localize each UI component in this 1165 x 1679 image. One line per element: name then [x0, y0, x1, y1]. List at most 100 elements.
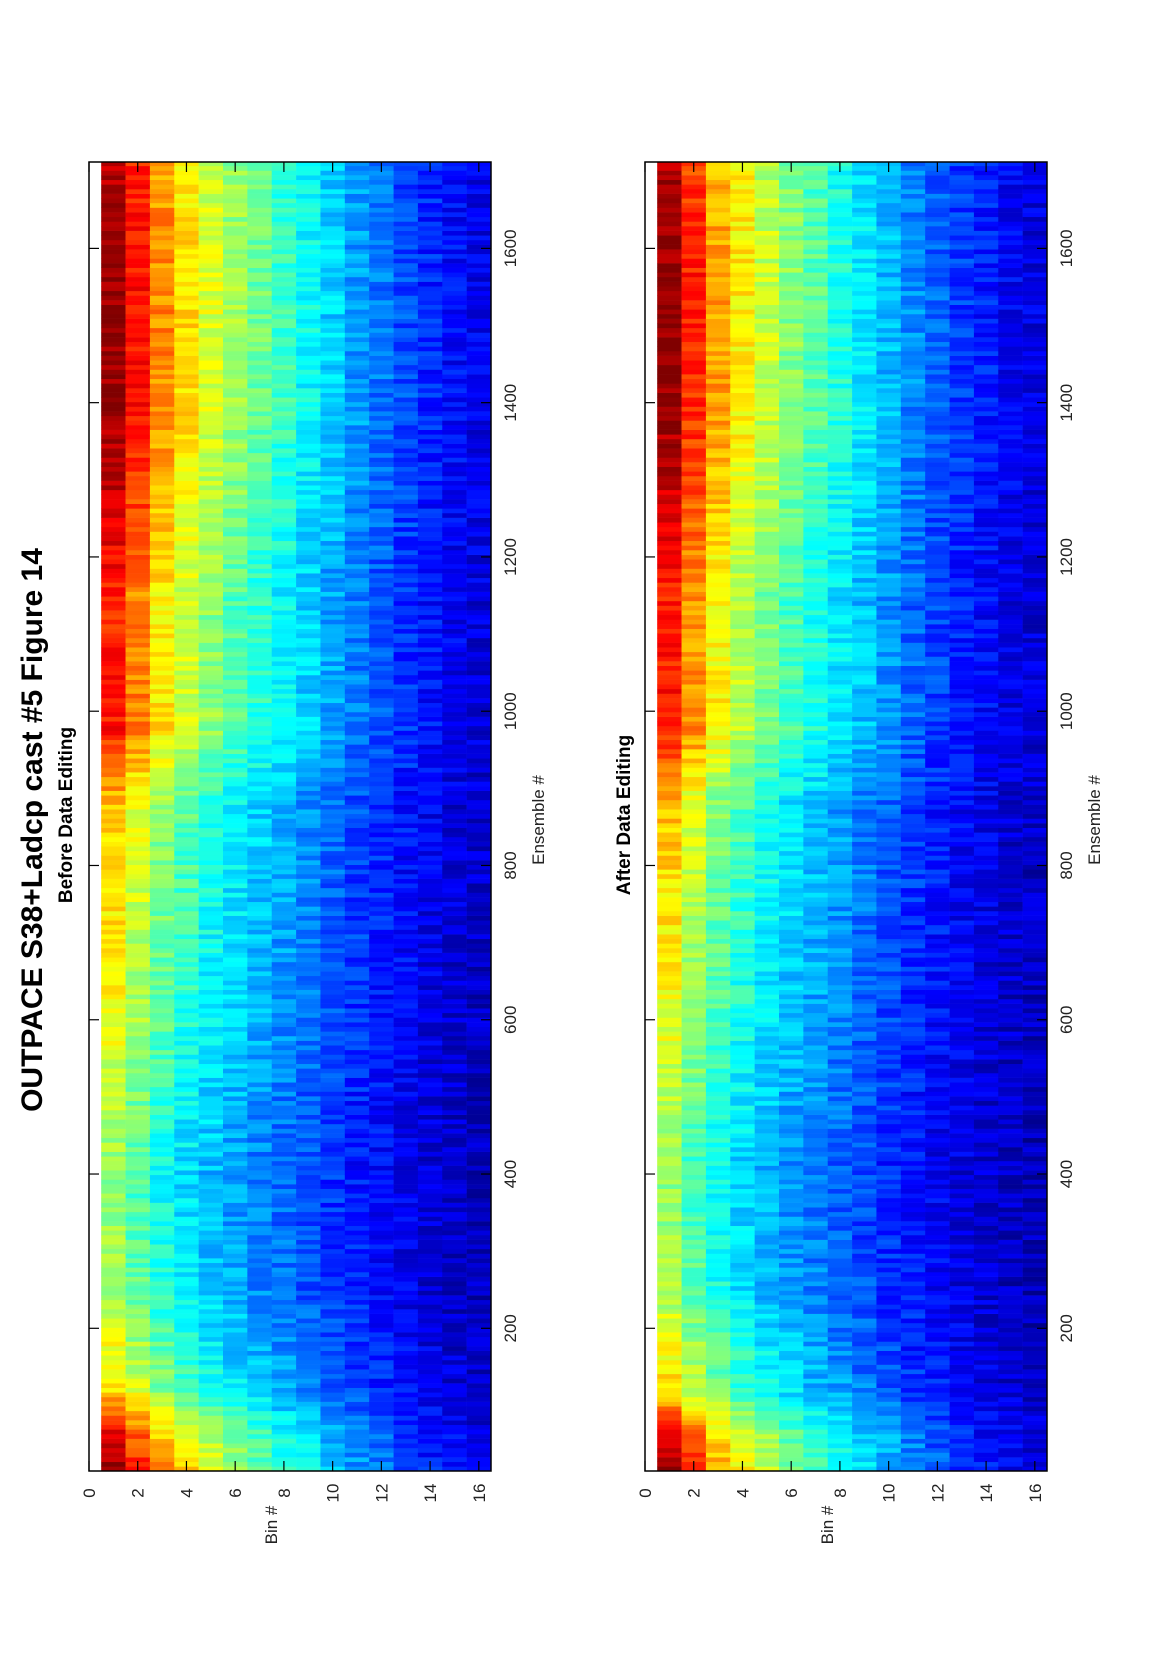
heatmap-cell [442, 1100, 467, 1106]
heatmap-cell [125, 1346, 151, 1351]
heatmap-cell [247, 582, 273, 588]
heatmap-cell [198, 341, 224, 347]
heatmap-cell [320, 772, 346, 778]
heatmap-cell [125, 429, 151, 435]
heatmap-cell [466, 1022, 492, 1027]
heatmap-cell [271, 452, 297, 458]
heatmap-cell [320, 471, 346, 477]
heatmap-cell [296, 1244, 321, 1250]
heatmap-cell [296, 985, 321, 990]
heatmap-cell [466, 383, 492, 389]
heatmap-cell [657, 554, 682, 560]
heatmap-cell [344, 1392, 370, 1398]
heatmap-cell [466, 1433, 492, 1439]
heatmap-cell [223, 855, 248, 861]
heatmap-cell [271, 462, 297, 467]
heatmap-cell [417, 1341, 443, 1347]
heatmap-cell [271, 711, 297, 717]
heatmap-cell [198, 1341, 224, 1347]
heatmap-cell [296, 1336, 321, 1342]
heatmap-cell [320, 221, 346, 227]
heatmap-cell [344, 735, 370, 741]
heatmap-cell [271, 1137, 297, 1143]
heatmap-cell [657, 1457, 682, 1463]
heatmap-cell [393, 1156, 419, 1162]
heatmap-cell [271, 688, 297, 694]
heatmap-cell [125, 878, 151, 884]
heatmap-cell [296, 397, 321, 403]
heatmap-cell [247, 693, 273, 699]
heatmap-cell [223, 1170, 248, 1176]
heatmap-cell [442, 1383, 467, 1388]
heatmap-cell [320, 624, 346, 629]
heatmap-cell [442, 235, 467, 241]
heatmap-cell [393, 1262, 419, 1268]
heatmap-cell [174, 860, 199, 866]
heatmap-cell [393, 309, 419, 315]
heatmap-cell [442, 369, 467, 375]
heatmap-cell [369, 1359, 394, 1365]
heatmap-cell [466, 1105, 492, 1111]
heatmap-cell [101, 633, 126, 639]
heatmap-cell [223, 475, 248, 481]
heatmap-cell [247, 1364, 273, 1370]
heatmap-cell [174, 1304, 199, 1310]
heatmap-cell [657, 1336, 682, 1342]
heatmap-cell [369, 239, 394, 245]
heatmap-cell [198, 1230, 224, 1236]
heatmap-cell [466, 1373, 492, 1379]
heatmap-cell [442, 1253, 467, 1259]
heatmap-cell [174, 674, 199, 680]
heatmap-cell [125, 767, 151, 773]
heatmap-cell [369, 485, 394, 491]
heatmap-cell [101, 1401, 126, 1407]
heatmap-cell [320, 1234, 346, 1240]
heatmap-cell [198, 938, 224, 944]
heatmap-cell [442, 1133, 467, 1139]
heatmap-cell [125, 698, 151, 704]
heatmap-cell [101, 1225, 126, 1231]
heatmap-cell [223, 633, 248, 639]
heatmap-cell [271, 1193, 297, 1199]
heatmap-cell [149, 179, 175, 185]
heatmap-cell [320, 790, 346, 796]
heatmap-cell [320, 350, 346, 356]
heatmap-cell [223, 591, 248, 597]
heatmap-cell [417, 545, 443, 551]
heatmap-cell [393, 1290, 419, 1296]
heatmap-cell [247, 975, 273, 981]
heatmap-cell [442, 883, 467, 889]
heatmap-cell [369, 1156, 394, 1162]
heatmap-cell [125, 286, 151, 292]
heatmap-cell [247, 438, 273, 444]
heatmap-cell [125, 341, 151, 347]
heatmap-cell [417, 776, 443, 782]
heatmap-cell [320, 309, 346, 315]
heatmap-cell [247, 813, 273, 819]
heatmap-cell [417, 637, 443, 643]
heatmap-cell [320, 656, 346, 662]
heatmap-cell [223, 1179, 248, 1185]
heatmap-cell [198, 1017, 224, 1023]
heatmap-cell [369, 549, 394, 555]
heatmap-cell [247, 688, 273, 694]
heatmap-cell [223, 1031, 248, 1037]
heatmap-cell [657, 577, 682, 583]
heatmap-cell [296, 628, 321, 634]
heatmap-cell [174, 425, 199, 430]
heatmap-cell [369, 605, 394, 611]
heatmap-cell [247, 767, 273, 773]
heatmap-cell [247, 1267, 273, 1273]
heatmap-cell [247, 1304, 273, 1310]
heatmap-cell [369, 295, 394, 301]
heatmap-cell [657, 1281, 682, 1287]
heatmap-cell [442, 1184, 467, 1189]
heatmap-cell [657, 508, 682, 514]
heatmap-cell [271, 610, 297, 616]
heatmap-cell [657, 767, 682, 773]
heatmap-cell [320, 536, 346, 542]
heatmap-cell [442, 526, 467, 532]
heatmap-cell [198, 1438, 224, 1444]
heatmap-cell [442, 1040, 467, 1046]
heatmap-cell [369, 216, 394, 222]
